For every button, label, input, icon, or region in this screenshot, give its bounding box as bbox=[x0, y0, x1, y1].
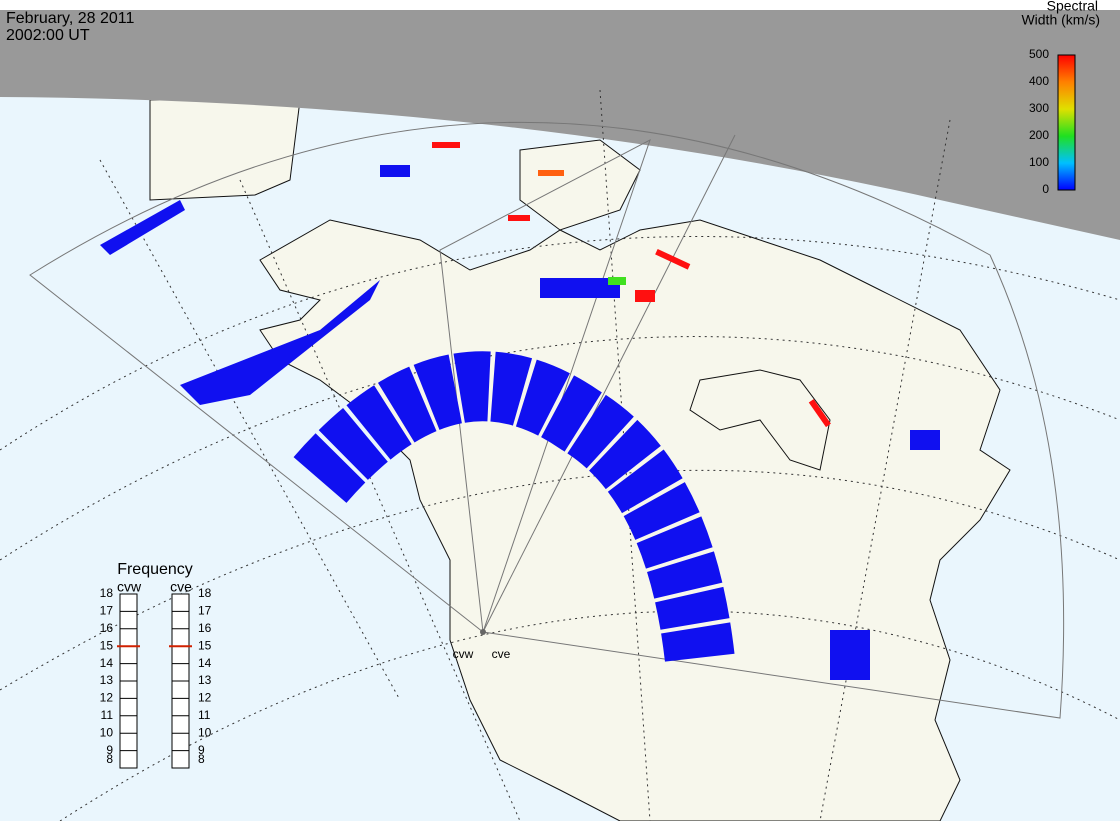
radar-site bbox=[480, 629, 486, 635]
frequency-title: Frequency bbox=[117, 561, 193, 578]
frequency-tick-label: 10 bbox=[198, 725, 212, 739]
colorbar-tick-label: 0 bbox=[1042, 182, 1049, 196]
date: February, 28 2011 bbox=[6, 10, 134, 27]
frequency-tick-label: 9 bbox=[106, 743, 113, 757]
frequency-tick-label: 14 bbox=[198, 656, 212, 670]
frequency-tick-label: 13 bbox=[100, 673, 114, 687]
frequency-tick-label: 8 bbox=[106, 752, 113, 766]
frequency-tick-label: 16 bbox=[100, 621, 114, 635]
frequency-tick-label: 11 bbox=[198, 708, 211, 722]
colorbar-tick-label: 100 bbox=[1029, 155, 1049, 169]
colorbar-tick-label: 300 bbox=[1029, 101, 1049, 115]
echoes bbox=[100, 142, 940, 680]
radar-label: cvw bbox=[453, 647, 474, 661]
radar-name: cvw bbox=[117, 579, 142, 595]
frequency-tick-label: 10 bbox=[100, 725, 114, 739]
frequency-tick-label: 17 bbox=[198, 604, 212, 618]
frequency-tick-label: 18 bbox=[100, 586, 114, 600]
frequency-tick-label: 16 bbox=[198, 621, 212, 635]
colorbar-tick-label: 400 bbox=[1029, 74, 1049, 88]
colorbar-tick-label: 500 bbox=[1029, 47, 1049, 61]
frequency-tick-label: 15 bbox=[198, 638, 212, 652]
colorbar: 0 100 200 300 400 500 bbox=[1029, 47, 1076, 196]
frequency-tick-label: 14 bbox=[100, 656, 114, 670]
frequency-tick-label: 13 bbox=[198, 673, 212, 687]
frequency-tick-label: 18 bbox=[198, 586, 212, 600]
frequency-tick-label: 17 bbox=[100, 604, 114, 618]
frequency-tick-label: 8 bbox=[198, 752, 205, 766]
colorbar-tick-label: 200 bbox=[1029, 128, 1049, 142]
radar-name: cve bbox=[170, 579, 192, 595]
night-region bbox=[0, 10, 1120, 240]
frequency-tick-label: 12 bbox=[100, 691, 114, 705]
frequency-tick-label: 9 bbox=[198, 743, 205, 757]
frequency-tick-label: 12 bbox=[198, 691, 212, 705]
colorbar-title: Spectral bbox=[1047, 0, 1098, 14]
frequency-tick-label: 15 bbox=[100, 638, 114, 652]
radar-label: cve bbox=[492, 647, 511, 661]
fields-of-view bbox=[29, 121, 1065, 719]
frequency-tick-label: 11 bbox=[101, 708, 114, 722]
colorbar-title: Width (km/s) bbox=[1021, 12, 1100, 28]
colorbar-gradient bbox=[1057, 54, 1076, 191]
time: 2002:00 UT bbox=[6, 27, 90, 44]
